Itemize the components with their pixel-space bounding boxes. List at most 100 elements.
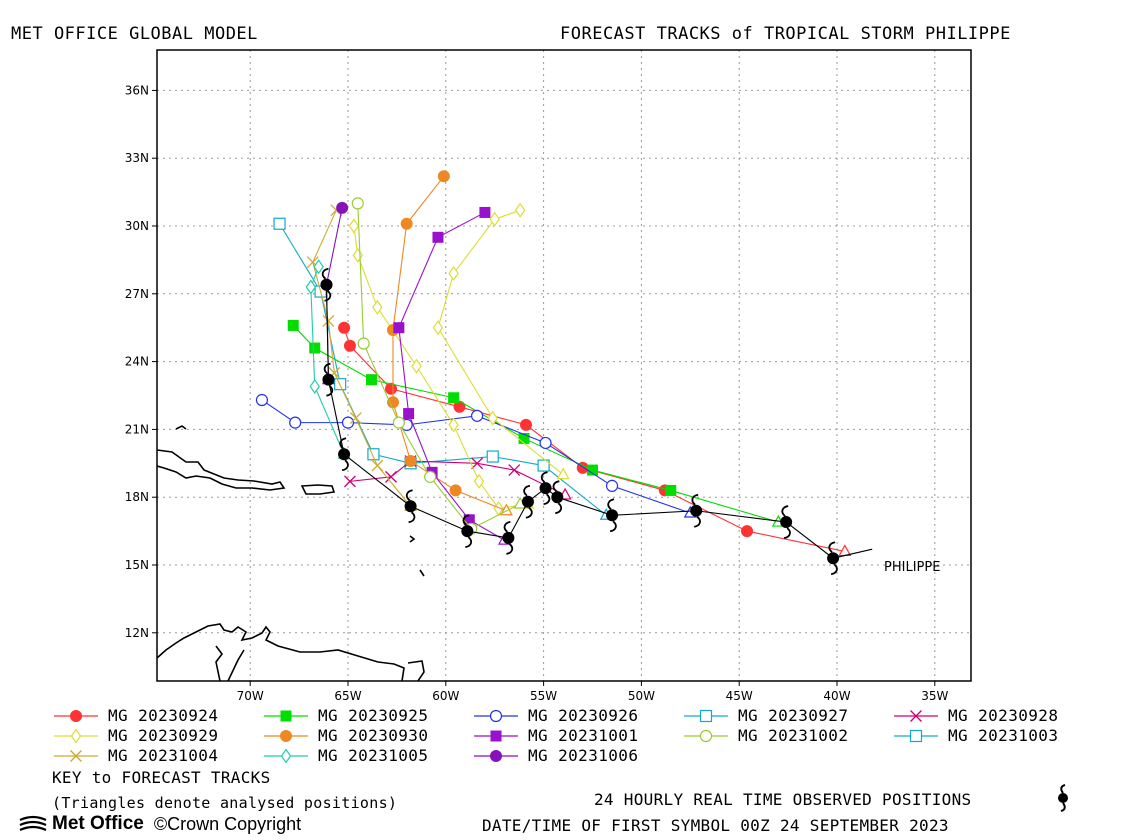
- forecast-point: [349, 412, 362, 425]
- forecast-point: [348, 218, 360, 234]
- legend: MG 20230924 MG 20230925 MG 20230926 MG 2023…: [0, 706, 1130, 766]
- forecast-point: [404, 455, 417, 468]
- forecast-point: [489, 211, 500, 227]
- legend-swatch: [684, 709, 728, 722]
- forecast-point: [432, 231, 444, 243]
- legend-swatch: [264, 729, 308, 742]
- legend-item: MG 20231003: [892, 726, 1058, 745]
- lat-tick-label: 15N: [125, 558, 149, 572]
- forecast-point: [385, 382, 398, 395]
- forecast-point: [309, 342, 321, 354]
- forecast-point: [403, 408, 415, 420]
- legend-label: MG 20231004: [108, 746, 219, 765]
- legend-marker: [280, 748, 292, 763]
- legend-label: MG 20230926: [528, 706, 639, 725]
- hurricane-symbol: [461, 514, 474, 548]
- lon-tick-label: 55W: [530, 689, 557, 700]
- forecast-point: [287, 319, 299, 331]
- coastlines: [157, 425, 425, 681]
- forecast-point: [514, 202, 526, 218]
- forecast-point: [392, 416, 405, 429]
- legend-swatch: [54, 749, 98, 762]
- header-left-title: MET OFFICE GLOBAL MODEL: [11, 24, 258, 44]
- forecast-point: [471, 457, 484, 470]
- hurricane-symbol: [551, 480, 564, 515]
- lon-tick-label: 45W: [726, 689, 753, 700]
- lat-tick-label: 12N: [125, 626, 149, 640]
- forecast-point: [336, 201, 349, 214]
- lat-tick-label: 33N: [125, 151, 149, 165]
- forecast-point: [341, 416, 355, 429]
- legend-item: MG 20230929: [52, 726, 218, 745]
- forecast-point: [473, 473, 485, 489]
- forecast-point: [411, 358, 422, 374]
- legend-label: MG 20231005: [318, 746, 429, 765]
- legend-label: MG 20231006: [528, 746, 639, 765]
- forecast-point: [386, 396, 399, 409]
- hurricane-symbol-icon: [1058, 784, 1068, 812]
- legend-swatch: [54, 709, 98, 722]
- legend-marker: [699, 729, 713, 742]
- forecast-track-map: PHILIPPE 12N 15N 18N 21N 24N 27N 30N 33N 36N 70W 6…: [125, 49, 972, 700]
- legend-label: MG 20231001: [528, 726, 639, 745]
- legend-item: MG 20230928: [892, 706, 1058, 725]
- forecast-point: [665, 484, 677, 496]
- forecast-track-line: [357, 203, 521, 530]
- legend-label: MG 20230925: [318, 706, 429, 725]
- legend-swatch: [474, 709, 518, 722]
- legend-item: MG 20231004: [52, 746, 218, 765]
- forecast-point: [343, 475, 356, 488]
- legend-item: MG 20231006: [472, 746, 638, 765]
- forecast-point: [449, 484, 462, 497]
- legend-swatch: [474, 749, 518, 762]
- forecast-point: [351, 197, 364, 210]
- forecast-point: [255, 393, 269, 407]
- hurricane-symbol: [338, 437, 351, 472]
- legend-label: MG 20231003: [948, 726, 1059, 745]
- observed-positions: [320, 267, 873, 576]
- hurricane-symbol: [690, 493, 703, 528]
- forecast-point: [365, 374, 377, 386]
- datetime-note: DATE/TIME OF FIRST SYMBOL 00Z 24 SEPTEMB…: [482, 816, 949, 835]
- forecast-point: [289, 416, 302, 429]
- hurricane-symbol: [404, 489, 417, 524]
- hurricane-symbol: [521, 484, 534, 519]
- forecast-point: [385, 470, 397, 483]
- lat-tick-label: 18N: [125, 490, 149, 504]
- legend-item: MG 20231001: [472, 726, 638, 745]
- hurricane-symbol: [502, 520, 515, 555]
- axis-ticks: 12N 15N 18N 21N 24N 27N 30N 33N 36N 70W 65W 60W 55W 5…: [125, 83, 949, 700]
- forecast-point: [273, 217, 286, 230]
- analysed-position-triangle: [556, 467, 570, 480]
- forecast-point: [448, 392, 460, 404]
- forecast-point: [343, 339, 356, 352]
- observed-track-line: [325, 284, 873, 559]
- legend-marker: [699, 709, 713, 722]
- lat-tick-label: 21N: [125, 422, 149, 436]
- observed-note: 24 HOURLY REAL TIME OBSERVED POSITIONS: [594, 790, 972, 809]
- forecast-point: [372, 299, 383, 315]
- forecast-track-line: [279, 223, 607, 516]
- forecast-point: [605, 479, 619, 492]
- forecast-track-line: [437, 209, 564, 476]
- legend-swatch: [684, 729, 728, 742]
- legend-label: MG 20230930: [318, 726, 429, 745]
- legend-item: MG 20230930: [262, 726, 428, 745]
- lon-tick-label: 60W: [432, 689, 459, 700]
- forecast-tracks: [255, 170, 852, 557]
- legend-marker: [280, 729, 292, 742]
- legend-label: MG 20230927: [738, 706, 849, 725]
- legend-item: MG 20231002: [682, 726, 848, 745]
- met-office-logo-text: Met Office: [52, 813, 144, 834]
- forecast-point: [487, 410, 498, 426]
- map-frame: [156, 49, 972, 682]
- lon-tick-label: 35W: [921, 689, 948, 700]
- forecast-point: [424, 470, 437, 483]
- lon-tick-label: 65W: [334, 689, 361, 700]
- legend-marker: [280, 710, 292, 721]
- legend-marker: [489, 709, 503, 722]
- met-office-logo-icon: [19, 815, 47, 832]
- met-office-logo: Met Office ©Crown Copyright: [18, 813, 301, 835]
- legend-marker: [909, 729, 923, 742]
- header-right-title: FORECAST TRACKS of TROPICAL STORM PHILIP…: [560, 24, 1011, 44]
